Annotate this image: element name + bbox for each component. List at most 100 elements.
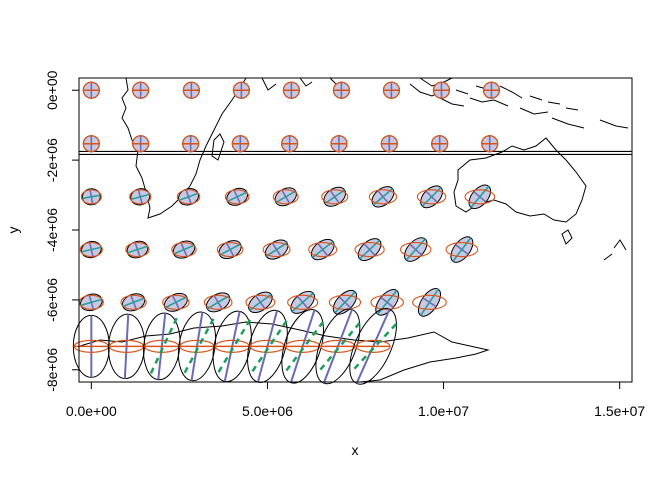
minor-axis [420, 288, 439, 316]
indicatrix-mark [321, 186, 349, 207]
ellipse-group [81, 188, 101, 206]
reference-ellipse [79, 242, 103, 258]
reference-ellipse [176, 189, 201, 205]
indicatrix-mark [171, 240, 197, 259]
reference-ellipse [368, 189, 398, 205]
reference-ellipse [216, 242, 244, 258]
stretched-ellipse [143, 312, 181, 381]
indicatrix-mark [412, 287, 447, 317]
ellipse-group [205, 292, 231, 313]
ellipse-group [248, 291, 273, 314]
indicatrix-mark [432, 81, 451, 99]
minor-axis [206, 295, 230, 310]
reference-ellipse [272, 189, 299, 205]
reference-ellipse [464, 189, 496, 205]
ellipse-group [323, 186, 347, 207]
y-tick-label: -6e+06 [44, 278, 60, 322]
axes: 0.0e+00 5.0e+06 1.0e+07 1.5e+07 0e+00 -2e+06… [5, 70, 645, 458]
indicatrix-mark [464, 184, 496, 210]
y-tick-label: -8e+06 [44, 348, 60, 392]
ellipse-group [264, 239, 289, 260]
minor-axis [249, 293, 272, 311]
indicatrix-mark [203, 292, 233, 313]
reference-lines [79, 150, 632, 156]
reference-ellipse [412, 294, 447, 310]
ellipse-group [310, 238, 335, 261]
minor-axis [227, 191, 248, 203]
indicatrix-mark [287, 290, 319, 314]
minor-axis [452, 237, 472, 262]
reference-ellipse [129, 189, 152, 205]
ellipse-group [80, 240, 102, 259]
reference-ellipse [287, 294, 319, 310]
ellipse-group [371, 186, 395, 208]
reference-ellipse [445, 242, 479, 258]
ellipse-group [163, 292, 188, 312]
ellipse-group [172, 240, 196, 259]
indicatrix-mark [315, 308, 361, 385]
reference-ellipse [370, 294, 404, 310]
minor-axis [324, 189, 345, 205]
x-tick-label: 5.0e+06 [242, 403, 293, 419]
minor-axis [127, 245, 148, 254]
indicatrix-mark [177, 311, 217, 382]
reference-ellipse [125, 242, 150, 258]
minor-axis [164, 296, 188, 309]
reference-ellipse [171, 242, 197, 258]
ellipse-group [357, 238, 382, 262]
reference-ellipse [80, 189, 102, 205]
indicatrix-mark [282, 81, 300, 99]
reference-ellipse [224, 189, 250, 205]
y-tick-label: -2e+06 [44, 138, 60, 182]
indicatrix-mark [162, 292, 190, 312]
ellipse-group [226, 187, 249, 206]
reference-ellipse [203, 294, 233, 310]
indicatrix-mark [232, 81, 250, 99]
ellipse-group [450, 236, 474, 263]
indicatrix-mark [107, 313, 146, 380]
indicatrix-mark [416, 185, 447, 209]
ellipse-group [274, 187, 297, 207]
indicatrix-mark [382, 81, 401, 99]
minor-axis [405, 238, 426, 261]
minor-axis [334, 291, 356, 314]
ellipse-group [332, 289, 358, 315]
reference-ellipse [308, 242, 338, 258]
minor-axis [372, 188, 394, 206]
ellipse-group [417, 287, 442, 317]
indicatrix-mark [79, 240, 103, 259]
indicatrix-mark [431, 135, 449, 153]
indicatrix-mark [182, 135, 200, 153]
indicatrix-mark [281, 135, 299, 153]
indicatrix-marks [72, 81, 501, 385]
indicatrix-mark [231, 135, 249, 153]
indicatrix-mark [328, 289, 362, 315]
ellipse-group [178, 188, 200, 206]
indicatrix-mark [245, 291, 276, 314]
y-tick-label: -4e+06 [44, 208, 60, 252]
indicatrix-mark [132, 135, 150, 153]
indicatrix-mark [482, 81, 501, 99]
y-axis: 0e+00 -2e+06 -4e+06 -6e+06 -8e+06 [44, 70, 80, 392]
minor-axis [178, 192, 199, 201]
ellipse-group [126, 240, 149, 259]
ellipse-group [130, 188, 151, 206]
minor-axis [130, 193, 150, 201]
minor-axis [82, 194, 101, 200]
minor-axis [173, 244, 195, 255]
indicatrix-mark [445, 236, 479, 263]
indicatrix-mark [78, 293, 104, 312]
indicatrix-mark [129, 188, 152, 206]
minor-axis [275, 190, 297, 204]
y-tick-label: 0e+00 [44, 70, 60, 110]
indicatrix-mark [125, 240, 150, 259]
minor-axis [470, 185, 490, 208]
indicatrix-mark [308, 238, 338, 261]
reference-ellipse [120, 294, 147, 310]
reference-ellipse [354, 242, 385, 258]
ellipse-group [468, 184, 492, 210]
indicatrix-mark [216, 240, 244, 260]
x-tick-label: 0.0e+00 [66, 403, 117, 419]
indicatrix-mark [330, 135, 348, 153]
